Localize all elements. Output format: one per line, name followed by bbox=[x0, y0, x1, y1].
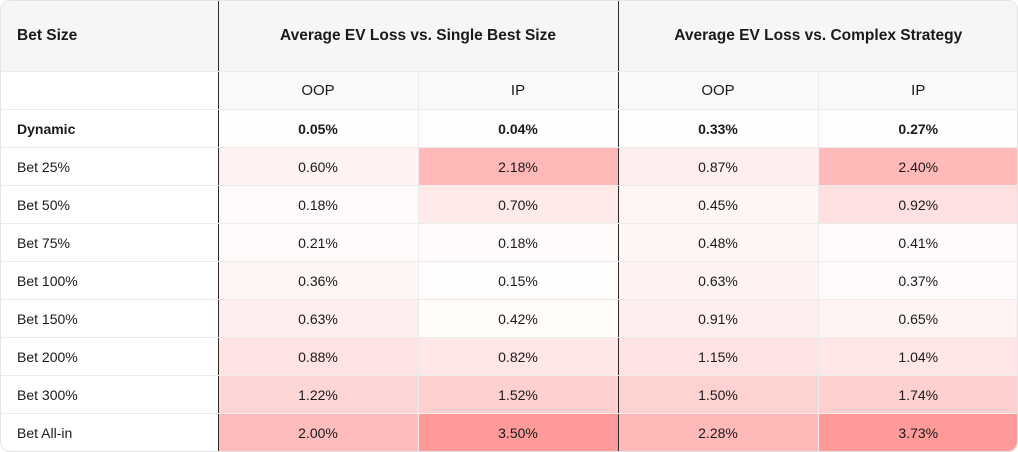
value-cell: 0.33% bbox=[617, 109, 818, 148]
value-cell: 2.18% bbox=[417, 147, 618, 186]
value-cell: 2.00% bbox=[217, 413, 418, 451]
value-cell: 2.40% bbox=[817, 147, 1017, 186]
value-cell: 0.36% bbox=[217, 261, 418, 300]
value-cell: 0.05% bbox=[217, 109, 418, 148]
value-cell: 0.21% bbox=[217, 223, 418, 262]
value-cell: 0.92% bbox=[817, 185, 1017, 224]
value-cell: 0.87% bbox=[617, 147, 818, 186]
value-cell: 2.28% bbox=[617, 413, 818, 451]
table-row: Bet 300% 1.22% 1.52% 1.50% 1.74% bbox=[1, 375, 1017, 414]
value-cell: 0.65% bbox=[817, 299, 1017, 338]
value-cell: 1.04% bbox=[817, 337, 1017, 376]
bet-size-header: Bet Size bbox=[1, 1, 218, 72]
table-row: Bet 200% 0.88% 0.82% 1.15% 1.04% bbox=[1, 337, 1017, 376]
value-cell: 0.04% bbox=[417, 109, 618, 148]
value-cell: 1.22% bbox=[217, 375, 418, 414]
value-cell: 0.45% bbox=[617, 185, 818, 224]
subheader-oop-complex: OOP bbox=[617, 71, 818, 110]
table-row: Bet 100% 0.36% 0.15% 0.63% 0.37% bbox=[1, 261, 1017, 300]
value-cell: 0.27% bbox=[817, 109, 1017, 148]
value-cell: 0.91% bbox=[617, 299, 818, 338]
value-cell: 1.50% bbox=[617, 375, 818, 414]
subheader-oop-single: OOP bbox=[217, 71, 418, 110]
value-cell: 0.41% bbox=[817, 223, 1017, 262]
row-label: Bet 50% bbox=[1, 185, 218, 224]
row-label: Bet All-in bbox=[17, 424, 73, 441]
row-label: Bet 100% bbox=[1, 261, 218, 300]
value-cell: 1.15% bbox=[617, 337, 818, 376]
table-row: Bet 75% 0.21% 0.18% 0.48% 0.41% bbox=[1, 223, 1017, 262]
value-cell: 0.48% bbox=[617, 223, 818, 262]
complex-strategy-header: Average EV Loss vs. Complex Strategy bbox=[617, 1, 1017, 72]
single-best-size-header: Average EV Loss vs. Single Best Size bbox=[217, 1, 618, 72]
table-row: Bet 25% 0.60% 2.18% 0.87% 2.40% bbox=[1, 147, 1017, 186]
table-row: Bet 150% 0.63% 0.42% 0.91% 0.65% bbox=[1, 299, 1017, 338]
value-cell: 0.70% bbox=[417, 185, 618, 224]
value-cell: 0.63% bbox=[217, 299, 418, 338]
value-cell: 0.82% bbox=[417, 337, 618, 376]
row-label: Bet 150% bbox=[1, 299, 218, 338]
subheader-empty-cell bbox=[1, 71, 218, 110]
value-cell: 0.15% bbox=[417, 261, 618, 300]
subheader-ip-complex: IP bbox=[817, 71, 1017, 110]
header-row: Bet Size Average EV Loss vs. Single Best… bbox=[1, 1, 1017, 72]
table-row: Bet 50% 0.18% 0.70% 0.45% 0.92% bbox=[1, 185, 1017, 224]
row-label: Dynamic bbox=[1, 109, 218, 148]
subheader-ip-single: IP bbox=[417, 71, 618, 110]
row-label: Bet 300% bbox=[1, 375, 218, 414]
value-cell: 1.74% bbox=[817, 375, 1017, 414]
row-label: Bet 200% bbox=[1, 337, 218, 376]
value-cell: 0.18% bbox=[217, 185, 418, 224]
value-cell: 0.37% bbox=[817, 261, 1017, 300]
value-cell: 0.88% bbox=[217, 337, 418, 376]
value-cell: 0.42% bbox=[417, 299, 618, 338]
table-row: Dynamic 0.05% 0.04% 0.33% 0.27% bbox=[1, 109, 1017, 148]
value-cell: 0.63% bbox=[617, 261, 818, 300]
value-cell: 1.52% bbox=[417, 375, 618, 414]
value-cell: 3.73% bbox=[817, 413, 1017, 451]
row-label: Bet 25% bbox=[1, 147, 218, 186]
table-row: Bet All-in 2.00% 3.50% 2.28% 3.73% bbox=[1, 413, 1017, 451]
row-label: Bet 75% bbox=[1, 223, 218, 262]
value-cell: 3.50% bbox=[417, 413, 618, 451]
value-cell: 0.18% bbox=[417, 223, 618, 262]
table-body: Dynamic 0.05% 0.04% 0.33% 0.27% Bet 25% 0.60% 2… bbox=[1, 109, 1017, 451]
value-cell: 0.60% bbox=[217, 147, 418, 186]
subheader-row: OOP IP OOP IP bbox=[1, 71, 1017, 110]
